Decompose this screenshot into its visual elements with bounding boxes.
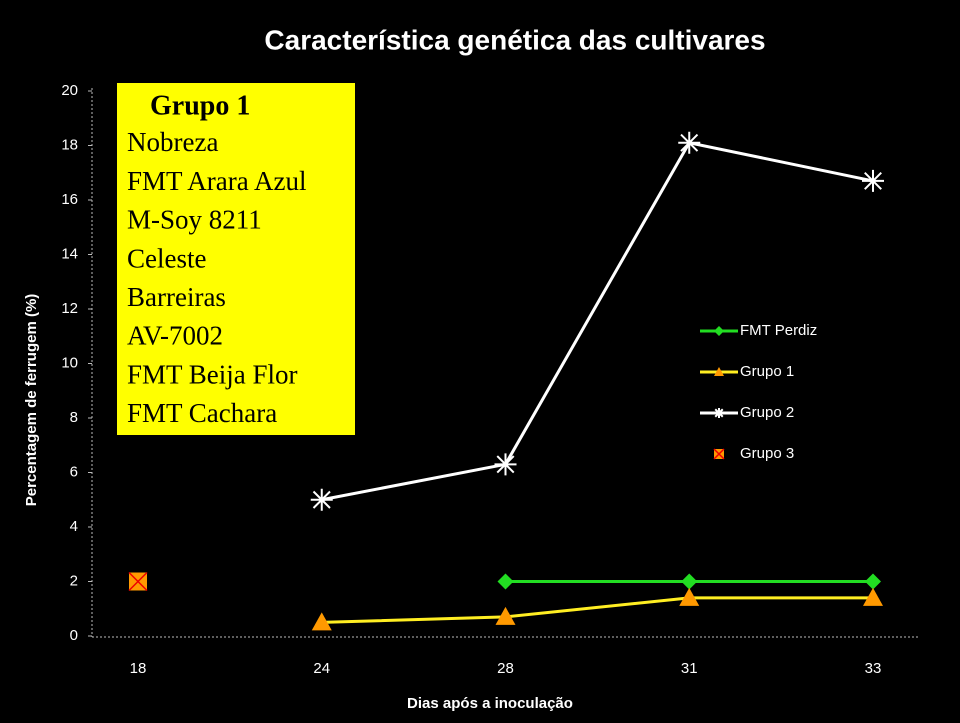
annotation-line: AV-7002 <box>127 321 223 351</box>
marker <box>714 326 724 336</box>
annotation-line: FMT Arara Azul <box>127 166 306 196</box>
x-axis-label: Dias após a inoculação <box>407 695 573 712</box>
legend-label: Grupo 2 <box>740 404 794 421</box>
marker <box>310 488 333 511</box>
legend-label: Grupo 3 <box>740 445 794 462</box>
marker-cross <box>128 571 148 592</box>
marker <box>128 571 148 592</box>
marker <box>497 573 514 590</box>
y-tick-label: 10 <box>61 354 78 371</box>
annotation-line: Celeste <box>127 243 206 273</box>
annotation-title: Grupo 1 <box>150 90 250 121</box>
marker <box>679 587 700 606</box>
y-tick-label: 14 <box>61 245 78 262</box>
y-axis-label: Percentagem de ferrugem (%) <box>23 294 40 507</box>
marker <box>495 606 516 625</box>
chart-title: Característica genética das cultivares <box>264 24 765 55</box>
x-tick-label: 33 <box>865 660 882 677</box>
annotation-line: FMT Cachara <box>127 398 277 428</box>
y-tick-label: 8 <box>70 409 78 426</box>
marker <box>714 408 724 418</box>
marker <box>311 612 332 631</box>
marker <box>865 573 881 590</box>
annotation-line: Nobreza <box>127 127 218 157</box>
marker <box>713 448 725 460</box>
y-tick-label: 4 <box>70 518 78 535</box>
x-tick-label: 31 <box>681 660 698 677</box>
y-tick-label: 20 <box>61 82 78 99</box>
legend-label: Grupo 1 <box>740 363 794 380</box>
y-tick-label: 0 <box>70 627 78 644</box>
annotation-line: M-Soy 8211 <box>127 205 262 235</box>
marker <box>862 169 884 192</box>
marker <box>863 587 883 606</box>
marker <box>494 453 517 476</box>
annotation-box <box>117 83 355 435</box>
legend-label: FMT Perdiz <box>740 322 817 339</box>
annotation-line: FMT Beija Flor <box>127 359 298 389</box>
marker <box>681 573 698 590</box>
series-line <box>321 596 873 624</box>
y-tick-label: 12 <box>61 300 78 317</box>
x-tick-label: 18 <box>130 660 147 677</box>
marker <box>678 131 701 154</box>
x-tick-label: 24 <box>313 660 330 677</box>
series-line <box>321 141 874 502</box>
annotation-line: Barreiras <box>127 282 226 312</box>
y-tick-label: 16 <box>61 191 78 208</box>
y-tick-label: 18 <box>61 136 78 153</box>
y-tick-label: 6 <box>70 463 78 480</box>
marker <box>714 367 724 376</box>
y-tick-label: 2 <box>70 572 78 589</box>
marker-cross <box>713 448 725 460</box>
x-tick-label: 28 <box>497 660 514 677</box>
